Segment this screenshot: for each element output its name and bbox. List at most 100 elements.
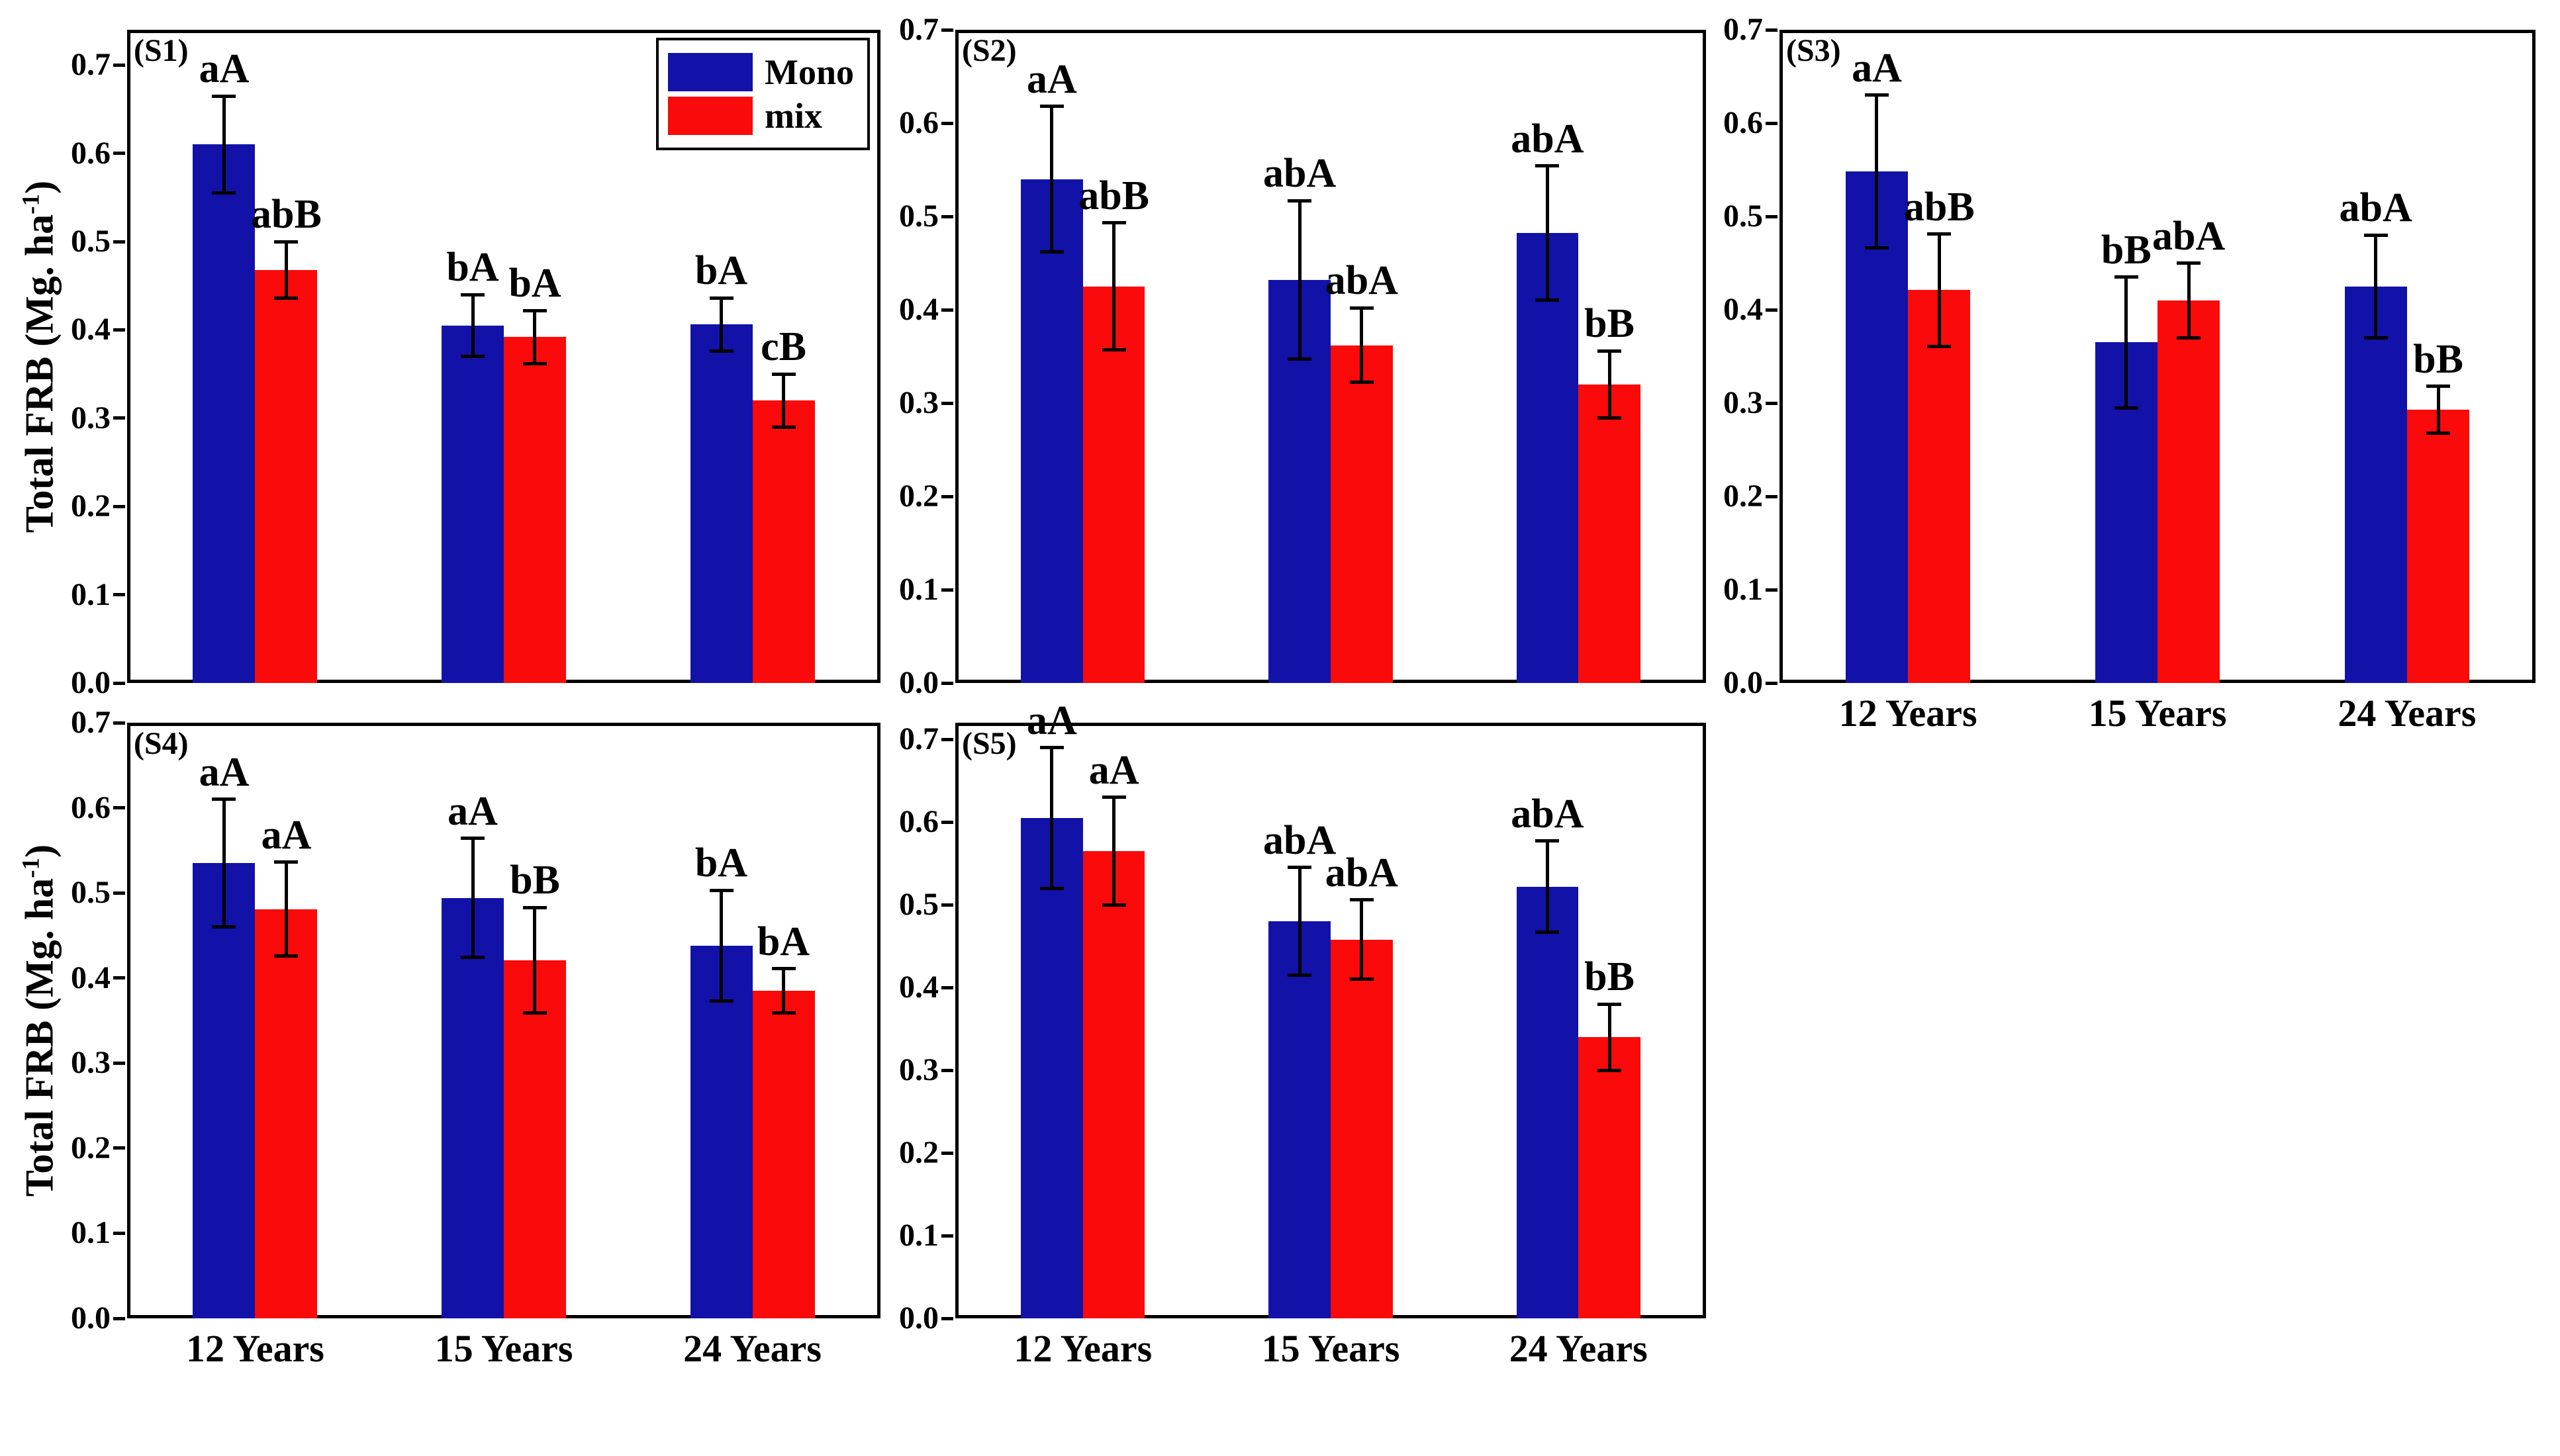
- y-axis-tick: [113, 593, 125, 597]
- y-axis-tick-label: 0.6: [1723, 105, 1763, 140]
- error-bar-cap-top: [461, 293, 485, 296]
- error-bar-mono-12-years: [222, 96, 226, 193]
- y-axis-tick: [1766, 401, 1778, 405]
- y-axis-tick: [1766, 121, 1778, 125]
- significance-label-mix-12-years: abB: [1903, 184, 1975, 230]
- bar-mix-15-years: [2157, 300, 2220, 683]
- panel-s2: 0.0 0.1 0.2 0.3 0.4 0.5 0.6 0.7 (S2) aA abB abA abA a…: [899, 12, 1706, 700]
- x-axis-label-24-years: 24 Years: [2338, 692, 2477, 735]
- bar-mix-24-years: [752, 991, 815, 1318]
- y-axis-tick-label: 0.3: [71, 1045, 111, 1081]
- significance-label-mix-15-years: bB: [510, 858, 560, 903]
- error-bar-mono-15-years: [1298, 867, 1302, 976]
- y-axis-tick-label: 0.2: [1723, 478, 1763, 514]
- x-axis-label-15-years: 15 Years: [2088, 692, 2227, 735]
- panel-s4: 0.0 0.1 0.2 0.3 0.4 0.5 0.6 0.7 (S4) Total FRB (M…: [18, 705, 880, 1370]
- significance-label-mix-24-years: bB: [2413, 336, 2463, 382]
- error-bar-cap-bottom: [2363, 336, 2388, 340]
- error-bar-cap-bottom: [771, 425, 796, 429]
- bar-mix-15-years: [1331, 939, 1393, 1318]
- error-bar-cap-top: [1864, 93, 1889, 97]
- error-bar-mix-15-years: [1360, 308, 1364, 383]
- error-bar-cap-top: [1597, 349, 1622, 353]
- error-bar-cap-bottom: [2177, 336, 2201, 340]
- y-axis-tick: [941, 1316, 953, 1320]
- bar-mono-12-years: [193, 863, 256, 1318]
- error-bar-cap-top: [1349, 898, 1374, 901]
- y-axis-title-text: Total FRB (Mg. ha: [17, 878, 62, 1197]
- error-bar-cap-bottom: [1039, 886, 1064, 890]
- bar-mix-24-years: [2406, 409, 2470, 683]
- y-axis-title: Total FRB (Mg. ha-1): [17, 180, 63, 532]
- y-axis-tick-label: 0.3: [71, 400, 111, 435]
- error-bar-cap-bottom: [1349, 381, 1374, 385]
- error-bar-mix-24-years: [2436, 386, 2440, 433]
- error-bar-cap-bottom: [522, 361, 547, 365]
- y-axis-tick-label: 0.7: [899, 12, 939, 47]
- bar-mix-12-years: [255, 909, 318, 1318]
- error-bar-cap-top: [212, 797, 236, 801]
- error-bar-cap-bottom: [461, 956, 485, 960]
- error-bar-mix-15-years: [533, 907, 537, 1013]
- y-axis-tick: [113, 721, 125, 725]
- error-bar-mix-12-years: [1112, 797, 1116, 905]
- error-bar-cap-bottom: [1102, 348, 1126, 352]
- y-axis-tick: [941, 308, 953, 312]
- panel-tag: (S3): [1786, 33, 1841, 68]
- significance-label-mono-15-years: bA: [446, 245, 499, 291]
- significance-label-mix-15-years: abA: [1325, 258, 1398, 304]
- y-axis-title-text: Total FRB (Mg. ha: [17, 214, 62, 533]
- bar-mono-24-years: [2344, 286, 2407, 683]
- error-bar-cap-bottom: [212, 925, 236, 929]
- y-axis-tick-label: 0.5: [899, 199, 939, 234]
- y-axis-tick-label: 0.6: [71, 135, 111, 171]
- y-axis-tick: [113, 240, 125, 244]
- y-axis-tick-label: 0.0: [899, 665, 939, 700]
- y-axis-tick: [113, 63, 125, 67]
- panel-s5: 0.0 0.1 0.2 0.3 0.4 0.5 0.6 0.7 (S5) aA aA 12 Years…: [899, 700, 1706, 1370]
- bar-mix-12-years: [1082, 286, 1145, 683]
- y-axis-tick: [941, 588, 953, 592]
- y-axis-tick-label: 0.4: [71, 960, 111, 995]
- significance-label-mono-15-years: aA: [448, 788, 498, 834]
- y-axis-tick-label: 0.0: [899, 1300, 939, 1336]
- error-bar-mono-15-years: [1298, 201, 1302, 359]
- significance-label-mix-15-years: abA: [1325, 850, 1398, 895]
- y-axis-tick: [113, 681, 125, 685]
- y-axis-tick-label: 0.5: [1723, 199, 1763, 234]
- significance-label-mix-24-years: cB: [761, 324, 806, 370]
- y-axis-tick-label: 0.5: [899, 887, 939, 922]
- x-axis-label-12-years: 12 Years: [1014, 1327, 1153, 1370]
- x-axis-label-12-years: 12 Years: [1838, 692, 1977, 735]
- bar-mono-15-years: [442, 897, 504, 1318]
- y-axis-tick: [941, 214, 953, 218]
- error-bar-cap-bottom: [1102, 903, 1126, 907]
- significance-label-mono-15-years: abA: [1263, 817, 1337, 863]
- significance-label-mono-15-years: abA: [1263, 151, 1337, 197]
- significance-label-mix-24-years: bB: [1584, 301, 1635, 347]
- y-axis-tick-label: 0.4: [1723, 292, 1763, 327]
- error-bar-cap-top: [461, 837, 485, 841]
- error-bar-cap-bottom: [274, 954, 299, 958]
- error-bar-cap-top: [1349, 306, 1374, 310]
- error-bar-cap-top: [1535, 839, 1560, 843]
- error-bar-cap-bottom: [2426, 431, 2451, 435]
- y-axis-title-suffix: ): [17, 180, 62, 194]
- error-bar-cap-bottom: [1864, 246, 1889, 250]
- significance-label-mono-24-years: bA: [694, 841, 748, 886]
- y-axis-tick-label: 0.7: [1723, 12, 1763, 47]
- error-bar-mono-15-years: [471, 838, 475, 958]
- error-bar-mono-12-years: [1875, 95, 1879, 248]
- bar-mono-24-years: [1516, 886, 1579, 1318]
- y-axis-tick-label: 0.3: [899, 385, 939, 420]
- significance-label-mix-12-years: abB: [251, 192, 322, 238]
- y-axis-tick: [941, 401, 953, 405]
- y-axis-tick: [941, 681, 953, 685]
- y-axis-tick: [1766, 588, 1778, 592]
- bar-mix-12-years: [255, 269, 318, 683]
- error-bar-cap-top: [2177, 261, 2201, 265]
- bar-mix-12-years: [1082, 850, 1145, 1318]
- y-axis-tick: [941, 494, 953, 498]
- panel-tag: (S4): [134, 726, 189, 761]
- error-bar-cap-bottom: [212, 191, 236, 195]
